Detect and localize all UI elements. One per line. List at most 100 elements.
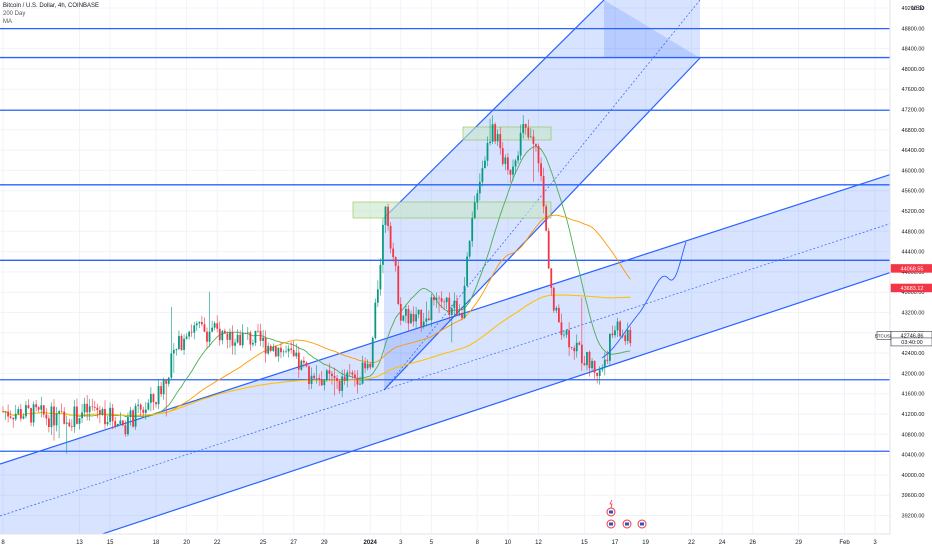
candle-body xyxy=(65,422,68,424)
candle-body xyxy=(333,376,336,379)
candle-body xyxy=(433,297,435,301)
y-tick-label: 48000.00 xyxy=(902,67,925,73)
candle-body xyxy=(58,411,60,414)
candle-body xyxy=(127,417,129,435)
y-tick-label: 42400.00 xyxy=(902,351,925,357)
indicator-label-200-day[interactable]: 200 Day xyxy=(3,11,26,17)
candle-body xyxy=(407,308,410,324)
candle-body xyxy=(104,408,106,425)
candle-body xyxy=(325,370,328,381)
candle-body xyxy=(481,168,484,182)
candle-body xyxy=(550,268,553,288)
candle-body xyxy=(537,145,540,164)
candle-body xyxy=(499,134,502,149)
candle-body xyxy=(155,402,157,405)
candle-body xyxy=(211,327,213,332)
candle-body xyxy=(374,302,377,338)
candle-body xyxy=(40,405,43,410)
candle-body xyxy=(297,352,300,370)
x-tick-label: 25 xyxy=(260,540,267,546)
y-tick-label: 42000.00 xyxy=(902,371,925,377)
candle-body xyxy=(203,324,206,332)
x-tick-label: 22 xyxy=(214,540,221,546)
candle-body xyxy=(2,411,4,413)
candle-body xyxy=(463,285,466,318)
candle-body xyxy=(427,318,430,321)
candle-body xyxy=(361,362,364,384)
candle-body xyxy=(12,417,15,420)
candle-body xyxy=(603,359,606,368)
candle-body xyxy=(609,333,611,361)
candle-body xyxy=(221,330,224,341)
candle-body xyxy=(394,257,397,266)
candle-body xyxy=(570,347,573,348)
candle-body xyxy=(320,379,323,386)
candle-body xyxy=(188,331,191,337)
candle-body xyxy=(114,421,117,427)
candle-body xyxy=(287,348,290,352)
candle-body xyxy=(341,376,344,391)
candle-body xyxy=(450,308,453,315)
indicator-label-ma[interactable]: MA xyxy=(3,19,12,25)
y-tick-label: 44400.00 xyxy=(902,250,925,256)
candle-body xyxy=(491,124,494,142)
candle-body xyxy=(234,342,236,346)
candle-body xyxy=(193,325,196,333)
candle-body xyxy=(68,422,71,427)
candle-body xyxy=(532,136,535,144)
time-axis[interactable]: 8 13 15 18 20 22 25 27 29 2024 3 5 8 10 12 15 17 19 22 24 26… xyxy=(1,540,877,546)
candle-body xyxy=(558,307,560,323)
price-badge-label: 43683.12 xyxy=(901,286,924,292)
event-icons[interactable] xyxy=(606,499,647,529)
candle-body xyxy=(552,287,555,311)
candle-body xyxy=(91,406,94,407)
candle-body xyxy=(354,374,356,378)
candle-body xyxy=(295,352,298,357)
candle-body xyxy=(99,410,101,415)
y-tick-label: 47600.00 xyxy=(902,87,925,93)
y-tick-label: 44000.00 xyxy=(902,270,925,276)
candle-body xyxy=(376,289,379,303)
candle-body xyxy=(448,297,451,315)
candle-body xyxy=(384,206,387,225)
price-axis[interactable]: 49200.00 48800.00 48400.00 48000.00 47600.00… xyxy=(902,6,925,520)
candle-body xyxy=(568,330,570,348)
candle-body xyxy=(101,408,104,415)
candle-body xyxy=(73,406,76,428)
candle-body xyxy=(514,160,517,167)
y-tick-label: 46800.00 xyxy=(902,128,925,134)
candle-body xyxy=(30,408,32,423)
candle-body xyxy=(88,406,91,413)
candle-body xyxy=(405,308,407,316)
candle-body xyxy=(308,366,310,384)
y-tick-label: 47200.00 xyxy=(902,108,925,114)
candle-body xyxy=(348,372,351,374)
x-tick-label: 10 xyxy=(505,540,512,546)
candle-body xyxy=(9,416,12,418)
currency-label: USD xyxy=(911,6,924,12)
candle-body xyxy=(586,351,588,366)
candle-body xyxy=(315,378,318,379)
candle-body xyxy=(142,409,145,413)
candle-body xyxy=(144,409,147,413)
candle-body xyxy=(606,359,609,361)
candle-body xyxy=(382,224,384,265)
candle-body xyxy=(277,347,280,357)
candle-body xyxy=(359,383,361,385)
candle-body xyxy=(167,377,170,384)
candle-body xyxy=(206,331,208,342)
candle-body xyxy=(369,363,372,368)
candle-body xyxy=(239,334,242,346)
candle-body xyxy=(195,323,198,326)
candle-body xyxy=(76,406,78,424)
y-tick-label: 40800.00 xyxy=(902,432,925,438)
candle-body xyxy=(60,411,63,412)
price-badge xyxy=(890,337,932,347)
candle-body xyxy=(32,404,35,423)
lower-channel-fill xyxy=(0,172,898,550)
candle-body xyxy=(216,323,219,329)
price-badge-label: 44068.55 xyxy=(901,266,924,272)
candle-body xyxy=(476,193,479,203)
candle-body xyxy=(471,218,474,242)
